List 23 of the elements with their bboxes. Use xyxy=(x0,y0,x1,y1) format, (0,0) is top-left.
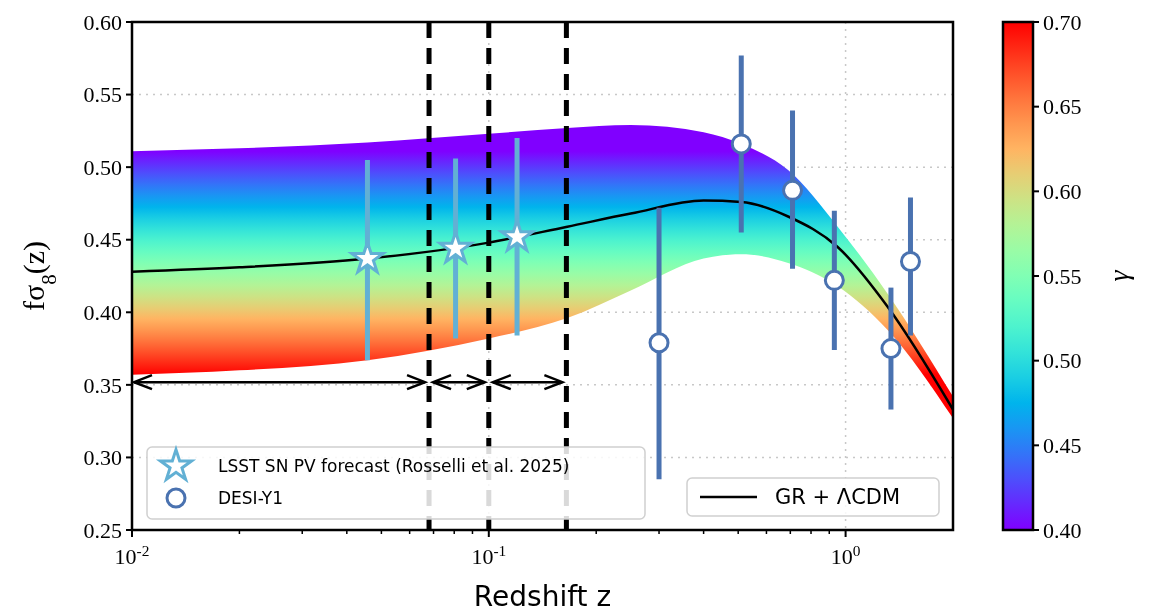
color-bar-label: 0.45 xyxy=(1043,433,1082,459)
color-bar-label: 0.70 xyxy=(1043,9,1082,35)
y-tick-label: 0.25 xyxy=(83,517,122,543)
y-tick-label: 0.60 xyxy=(83,9,122,35)
x-tick-label: 10$^{0}$ xyxy=(830,541,861,569)
color-bar-label: 0.60 xyxy=(1043,179,1082,205)
color-bar-label: 0.40 xyxy=(1043,517,1082,543)
y-tick-label: 0.40 xyxy=(83,299,122,325)
legend-label: LSST SN PV forecast (Rosselli et al. 2025) xyxy=(218,455,570,476)
color-bar-label: 0.55 xyxy=(1043,263,1082,289)
legend-label: GR + ΛCDM xyxy=(775,485,901,510)
color-bar-label: 0.65 xyxy=(1043,94,1082,120)
y-tick-label: 0.35 xyxy=(83,372,122,398)
x-tick-label: 10$^{-2}$ xyxy=(114,541,150,569)
y-tick-label: 0.55 xyxy=(83,82,122,108)
y-tick-label: 0.30 xyxy=(83,445,122,471)
y-tick-label: 0.50 xyxy=(83,154,122,180)
x-axis-title: Redshift z xyxy=(473,580,612,613)
x-tick-label: 10$^{-1}$ xyxy=(471,541,507,569)
color-bar-title: γ xyxy=(1103,269,1134,282)
legend-label: DESI-Y1 xyxy=(218,487,283,508)
color-bar-label: 0.50 xyxy=(1043,348,1082,374)
y-tick-label: 0.45 xyxy=(83,227,122,253)
